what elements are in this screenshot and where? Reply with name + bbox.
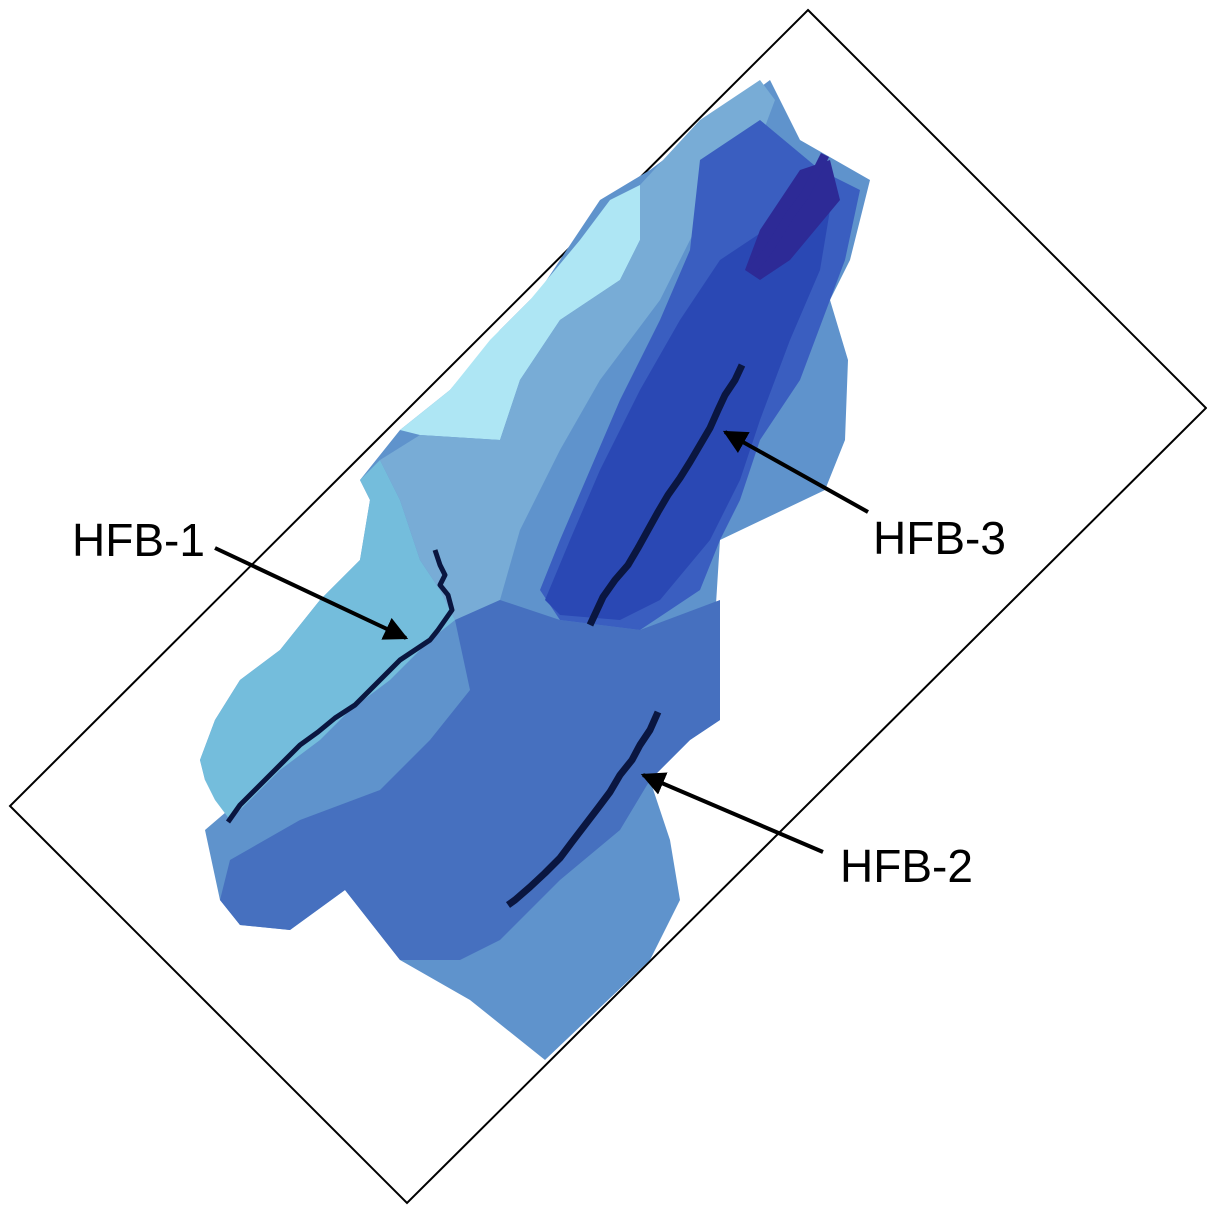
label-hfb-3: HFB-3 <box>873 512 1006 564</box>
arrow-hfb-1 <box>214 546 409 640</box>
barrier-hfb-3 <box>586 363 746 627</box>
arrow-hfb-3 <box>722 430 869 514</box>
barrier-northern-segment <box>748 152 830 273</box>
barrier-hfb-1 <box>225 549 455 824</box>
zone-lightest <box>400 185 640 440</box>
barrier-hfb-2 <box>505 710 662 908</box>
arrow-hfb-2 <box>640 772 824 854</box>
label-hfb-1: HFB-1 <box>72 514 205 566</box>
zone-light <box>200 460 455 820</box>
zone-medium-light <box>380 80 775 620</box>
label-hfb-2: HFB-2 <box>840 840 973 892</box>
zone-medium-dark <box>220 600 720 960</box>
zone-darker <box>545 210 830 620</box>
